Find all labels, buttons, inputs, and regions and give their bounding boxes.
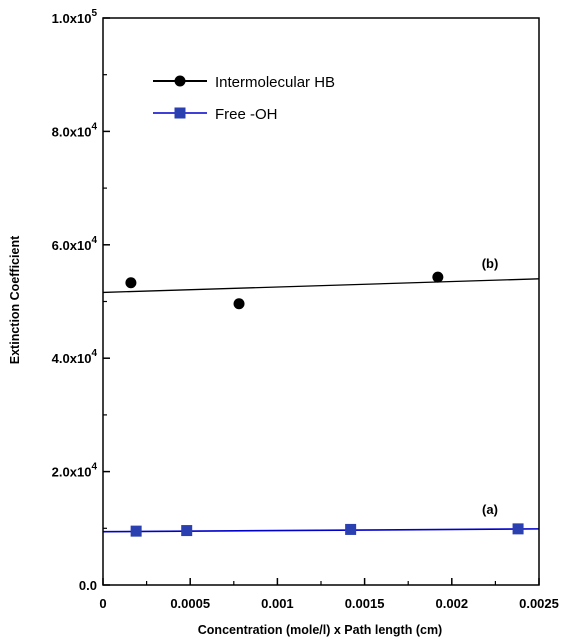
legend-marker-intermolecular-hb	[174, 75, 186, 87]
data-point-free-oh	[512, 523, 524, 535]
x-tick-label: 0.0015	[345, 596, 385, 611]
x-axis-title: Concentration (mole/l) x Path length (cm…	[198, 623, 442, 637]
legend: Intermolecular HB Free -OH	[153, 74, 335, 123]
legend-item-free-oh: Free -OH	[153, 106, 278, 123]
data-point-free-oh	[181, 525, 193, 537]
data-point-intermolecular-hb	[432, 271, 444, 283]
fit-line-free-oh	[102, 528, 540, 533]
data-point-intermolecular-hb	[233, 298, 245, 310]
x-tick-label: 0.0025	[519, 596, 559, 611]
legend-label-intermolecular-hb: Intermolecular HB	[215, 74, 335, 91]
fit-line-intermolecular-hb	[102, 278, 540, 294]
y-tick-label: 0.0	[79, 578, 97, 593]
annotation-b: (b)	[482, 256, 499, 271]
x-tick-label: 0	[99, 596, 106, 611]
data-point-intermolecular-hb	[125, 277, 137, 289]
y-tick-label: 8.0x104	[52, 121, 98, 139]
y-axis-ticks: 0.0 2.0x104 4.0x104 6.0x104 8.0x104 1.0x105	[52, 8, 110, 593]
data-markers	[125, 271, 524, 537]
annotation-a: (a)	[482, 502, 498, 517]
y-tick-label: 1.0x105	[52, 8, 98, 26]
x-tick-label: 0.002	[436, 596, 469, 611]
x-axis-ticks: 0 0.0005 0.001 0.0015 0.002 0.0025	[99, 578, 559, 611]
data-point-free-oh	[130, 525, 142, 537]
legend-marker-free-oh	[174, 107, 186, 119]
data-point-free-oh	[345, 523, 357, 535]
x-tick-label: 0.001	[261, 596, 294, 611]
y-axis-title: Extinction Coefficient	[8, 235, 22, 364]
plot-frame	[102, 17, 540, 586]
y-tick-label: 4.0x104	[52, 348, 98, 366]
fit-lines	[102, 278, 540, 533]
y-tick-label: 6.0x104	[52, 235, 98, 253]
legend-item-intermolecular-hb: Intermolecular HB	[153, 74, 335, 91]
legend-label-free-oh: Free -OH	[215, 106, 278, 123]
x-tick-label: 0.0005	[170, 596, 210, 611]
y-tick-label: 2.0x104	[52, 462, 98, 480]
